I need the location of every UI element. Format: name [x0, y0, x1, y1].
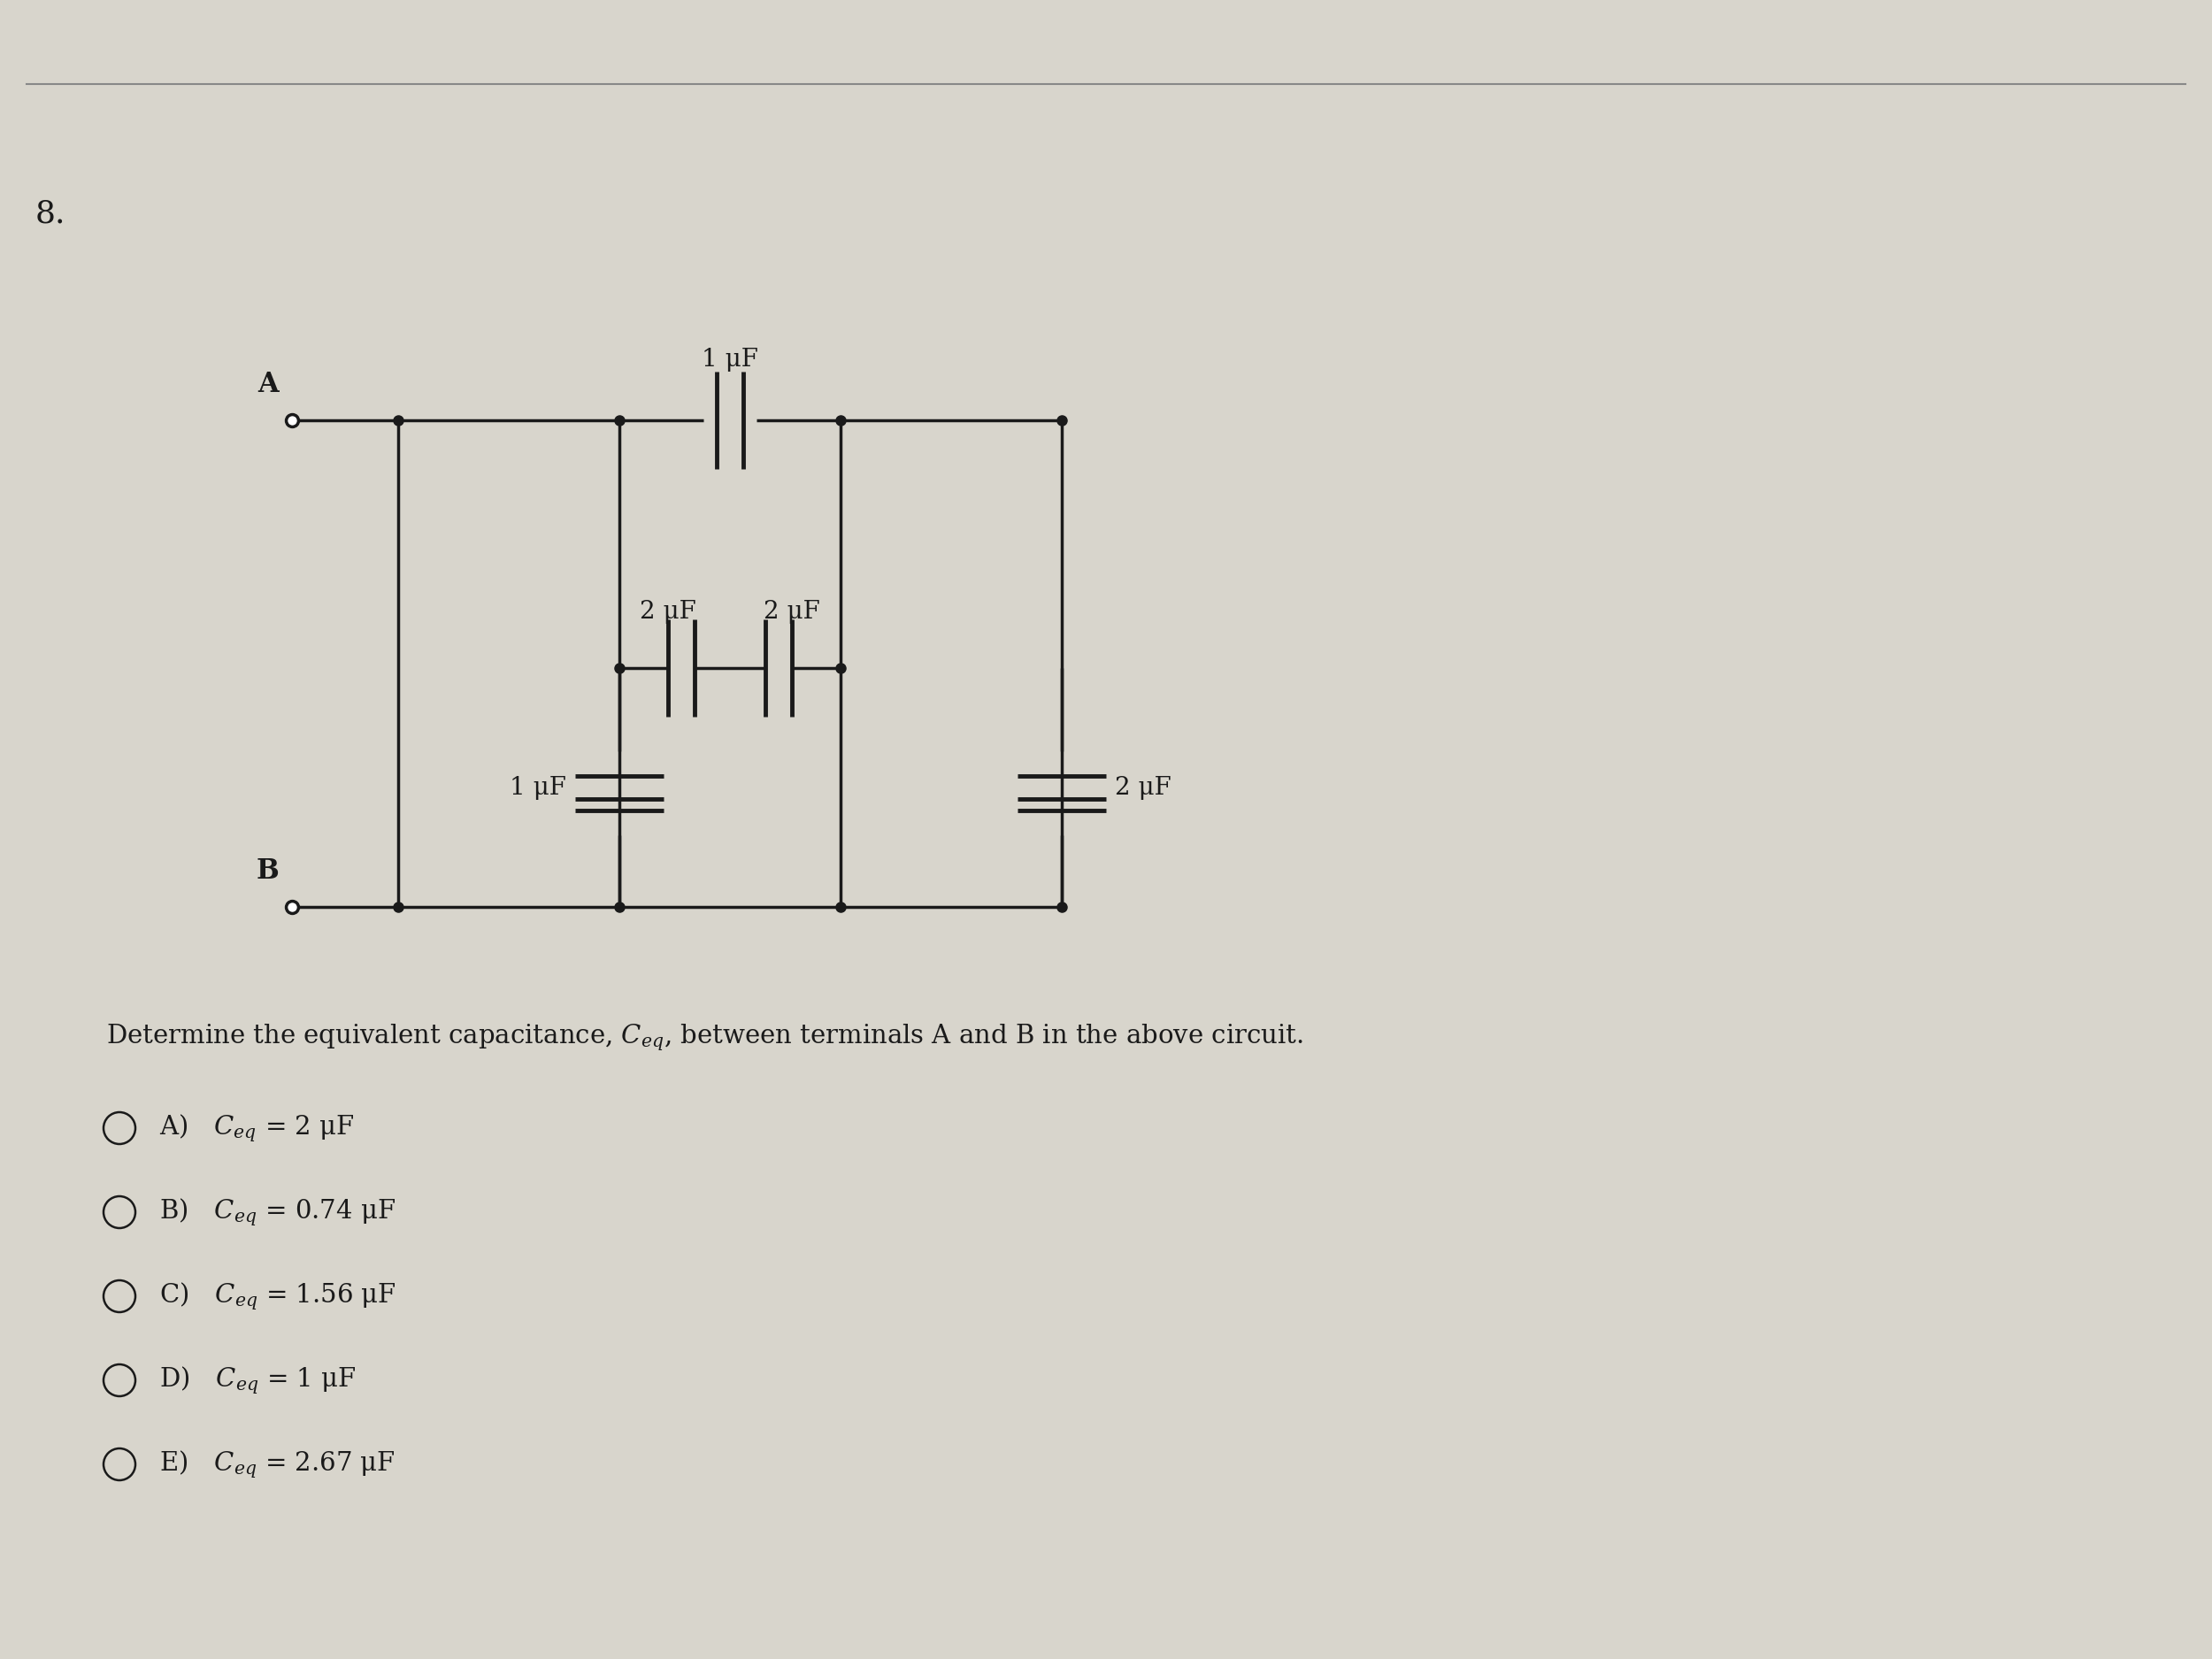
Text: A: A	[259, 370, 279, 398]
Text: 1 μF: 1 μF	[701, 348, 759, 372]
Text: B) $C_{eq}$ = 0.74 μF: B) $C_{eq}$ = 0.74 μF	[159, 1196, 396, 1228]
Text: 2 μF: 2 μF	[639, 601, 697, 624]
Text: D) $C_{eq}$ = 1 μF: D) $C_{eq}$ = 1 μF	[159, 1365, 356, 1395]
Text: E) $C_{eq}$ = 2.67 μF: E) $C_{eq}$ = 2.67 μF	[159, 1448, 396, 1480]
Text: 1 μF: 1 μF	[509, 775, 566, 800]
Text: 2 μF: 2 μF	[763, 601, 821, 624]
Text: C) $C_{eq}$ = 1.56 μF: C) $C_{eq}$ = 1.56 μF	[159, 1281, 396, 1312]
Text: A) $C_{eq}$ = 2 μF: A) $C_{eq}$ = 2 μF	[159, 1113, 354, 1143]
Text: 8.: 8.	[35, 199, 66, 229]
Text: B: B	[257, 858, 279, 884]
Text: 2 μF: 2 μF	[1115, 775, 1172, 800]
Text: Determine the equivalent capacitance, $C_{eq}$, between terminals A and B in the: Determine the equivalent capacitance, $C…	[106, 1022, 1303, 1052]
